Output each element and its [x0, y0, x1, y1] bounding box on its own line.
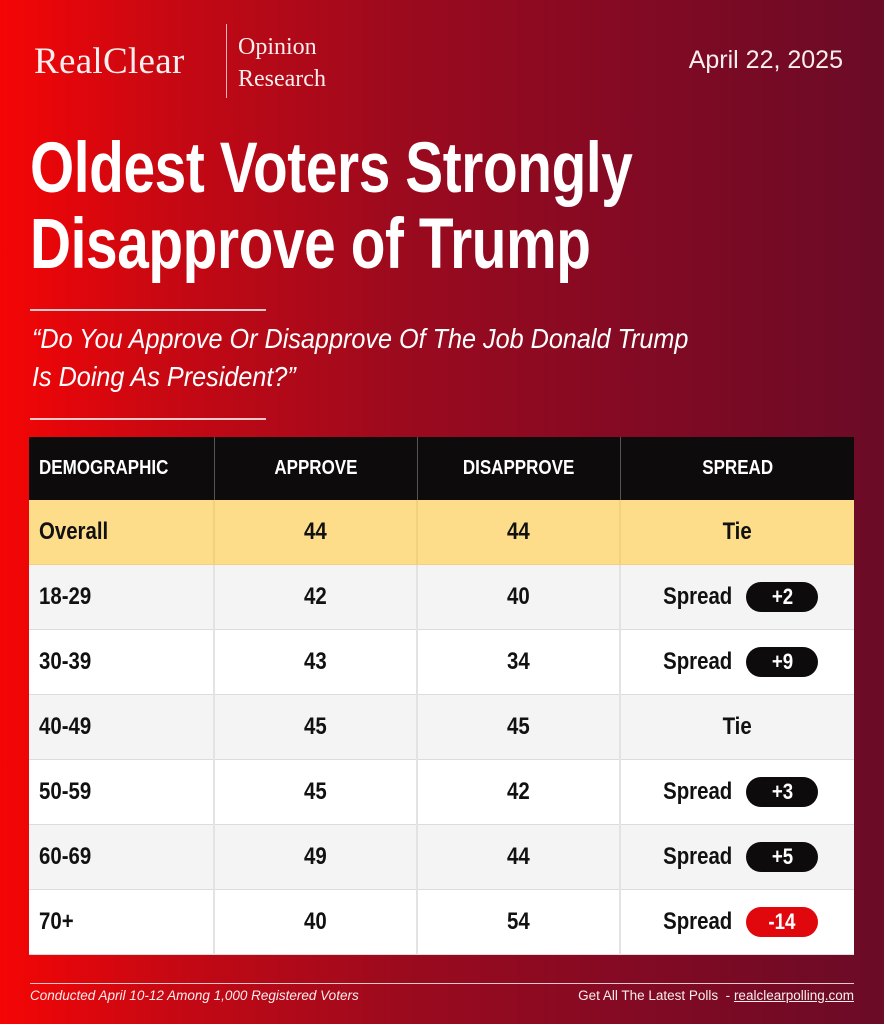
table-row: 70+ 40 54 Spread -14 — [29, 889, 854, 955]
spread-badge-positive: +5 — [746, 842, 819, 872]
cell-demographic: 18-29 — [29, 564, 215, 630]
spread-group: Tie — [720, 518, 754, 546]
logo-sub-line1: Opinion — [238, 34, 317, 60]
spread-label: Spread — [662, 908, 733, 935]
column-header-disapprove: DISAPPROVE — [417, 437, 621, 500]
cell-disapprove: 54 — [417, 889, 621, 955]
spread-badge-positive: +3 — [746, 777, 819, 807]
table-row: 40-49 45 45 Tie — [29, 694, 854, 760]
table-row: 60-69 49 44 Spread +5 — [29, 824, 854, 890]
spread-badge-positive: +2 — [746, 582, 819, 612]
cell-demographic: 30-39 — [29, 629, 215, 695]
cell-approve: 44 — [214, 500, 418, 565]
spread-label: Spread — [662, 843, 733, 870]
cell-demographic: 70+ — [29, 889, 215, 955]
footer-divider — [30, 983, 854, 984]
methodology-note: Conducted April 10-12 Among 1,000 Regist… — [30, 988, 359, 1003]
headline: Oldest Voters Strongly Disapprove of Tru… — [30, 129, 633, 284]
cell-approve: 43 — [214, 629, 418, 695]
headline-line2: Disapprove of Trump — [30, 205, 591, 284]
cell-approve: 42 — [214, 564, 418, 630]
publish-date: April 22, 2025 — [688, 46, 843, 74]
footer-cta: Get All The Latest Polls - realclearpoll… — [578, 988, 854, 1003]
column-header-approve: APPROVE — [214, 437, 418, 500]
cell-demographic: 50-59 — [29, 759, 215, 825]
divider-bottom — [30, 418, 266, 420]
cell-disapprove: 34 — [417, 629, 621, 695]
cell-disapprove: 40 — [417, 564, 621, 630]
cell-spread: Spread +5 — [620, 824, 854, 890]
spread-value: +5 — [771, 844, 793, 869]
cell-demographic: 60-69 — [29, 824, 215, 890]
spread-value: +2 — [771, 584, 793, 609]
cell-spread: Spread +9 — [620, 629, 854, 695]
spread-group: Spread +5 — [657, 842, 819, 872]
realclearpolling-link[interactable]: realclearpolling.com — [733, 988, 854, 1003]
cell-spread: Tie — [620, 500, 854, 565]
spread-label: Spread — [662, 583, 733, 610]
table-header-row: DEMOGRAPHIC APPROVE DISAPPROVE SPREAD — [29, 437, 854, 500]
column-header-spread: SPREAD — [620, 437, 854, 500]
logo-opinion-research: Opinion Research — [238, 31, 326, 95]
table-row: 18-29 42 40 Spread +2 — [29, 564, 854, 630]
cell-disapprove: 42 — [417, 759, 621, 825]
spread-group: Spread +9 — [657, 647, 819, 677]
column-header-demographic: DEMOGRAPHIC — [29, 437, 215, 500]
table-row: 50-59 45 42 Spread +3 — [29, 759, 854, 825]
cell-spread: Spread -14 — [620, 889, 854, 955]
spread-value: +9 — [771, 649, 793, 674]
cell-disapprove: 44 — [417, 500, 621, 565]
spread-group: Spread +3 — [657, 777, 819, 807]
table-row-overall: Overall 44 44 Tie — [29, 500, 854, 565]
headline-line1: Oldest Voters Strongly — [30, 129, 633, 208]
poll-results-table: DEMOGRAPHIC APPROVE DISAPPROVE SPREAD Ov… — [29, 437, 854, 955]
table-row: 30-39 43 34 Spread +9 — [29, 629, 854, 695]
cell-spread: Spread +2 — [620, 564, 854, 630]
cell-demographic: Overall — [29, 500, 215, 565]
spread-value: -14 — [768, 909, 796, 934]
spread-value: +3 — [771, 779, 793, 804]
poll-question-line1: “Do You Approve Or Disapprove Of The Job… — [32, 323, 689, 354]
spread-label: Spread — [662, 648, 733, 675]
spread-badge-positive: +9 — [746, 647, 819, 677]
spread-group: Spread +2 — [657, 582, 819, 612]
poll-question: “Do You Approve Or Disapprove Of The Job… — [32, 320, 688, 396]
tie-label: Tie — [722, 713, 753, 740]
cell-approve: 45 — [214, 694, 418, 760]
logo-divider — [226, 24, 227, 98]
spread-badge-negative: -14 — [746, 907, 819, 937]
cell-approve: 49 — [214, 824, 418, 890]
divider-top — [30, 309, 266, 311]
spread-label: Spread — [662, 778, 733, 805]
cell-disapprove: 45 — [417, 694, 621, 760]
cell-demographic: 40-49 — [29, 694, 215, 760]
spread-group: Spread -14 — [657, 907, 819, 937]
spread-group: Tie — [720, 713, 754, 741]
cell-spread: Spread +3 — [620, 759, 854, 825]
cell-disapprove: 44 — [417, 824, 621, 890]
cell-spread: Tie — [620, 694, 854, 760]
logo-realclear: RealClear — [34, 41, 185, 82]
logo-sub-line2: Research — [238, 66, 326, 92]
tie-label: Tie — [722, 518, 753, 545]
poll-question-line2: Is Doing As President?” — [32, 361, 296, 392]
cell-approve: 45 — [214, 759, 418, 825]
footer-cta-text: Get All The Latest Polls - — [578, 988, 734, 1003]
cell-approve: 40 — [214, 889, 418, 955]
